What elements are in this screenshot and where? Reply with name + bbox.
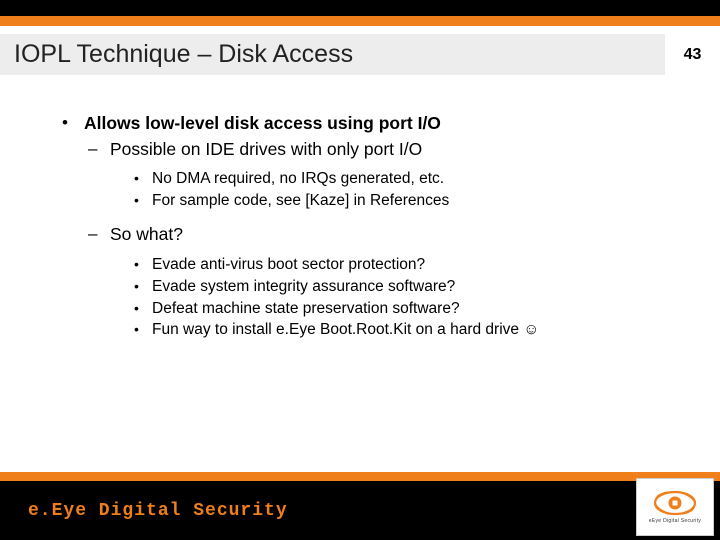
bullet-glyph: • <box>134 320 152 341</box>
footer-black-bar: e.Eye Digital Security <box>0 481 720 540</box>
bullet-glyph: – <box>88 223 110 247</box>
bullet-text: So what? <box>110 223 183 247</box>
footer-orange-bar <box>0 472 720 481</box>
bullet-lvl3: • For sample code, see [Kaze] in Referen… <box>134 191 680 212</box>
slide-content: • Allows low-level disk access using por… <box>62 112 680 342</box>
title-background: IOPL Technique – Disk Access <box>0 34 665 75</box>
bullet-glyph: – <box>88 138 110 162</box>
bullet-text: Evade system integrity assurance softwar… <box>152 277 455 298</box>
brand-logo: eEye Digital Security <box>636 478 714 536</box>
bullet-lvl3: • Evade anti-virus boot sector protectio… <box>134 255 680 276</box>
bullet-text: Fun way to install e.Eye Boot.Root.Kit o… <box>152 320 539 341</box>
title-row: IOPL Technique – Disk Access 43 <box>0 34 720 75</box>
slide-title: IOPL Technique – Disk Access <box>14 40 353 68</box>
slide-number: 43 <box>665 46 720 64</box>
bullet-text: Defeat machine state preservation softwa… <box>152 299 460 320</box>
bullet-glyph: • <box>134 255 152 276</box>
bullet-lvl3: • Defeat machine state preservation soft… <box>134 299 680 320</box>
bullet-text: No DMA required, no IRQs generated, etc. <box>152 169 444 190</box>
bullet-text: Allows low-level disk access using port … <box>84 112 441 136</box>
bullet-glyph: • <box>134 191 152 212</box>
bullet-glyph: • <box>134 169 152 190</box>
bullet-lvl2: – So what? <box>88 223 680 247</box>
bullet-text: Possible on IDE drives with only port I/… <box>110 138 422 162</box>
logo-subtext: eEye Digital Security <box>649 518 701 524</box>
footer-brand-text: e.Eye Digital Security <box>28 501 288 521</box>
bullet-glyph: • <box>134 299 152 320</box>
top-orange-bar <box>0 16 720 26</box>
bullet-lvl1: • Allows low-level disk access using por… <box>62 112 680 136</box>
bullet-text: For sample code, see [Kaze] in Reference… <box>152 191 449 212</box>
top-black-bar <box>0 0 720 16</box>
bullet-lvl3: • Evade system integrity assurance softw… <box>134 277 680 298</box>
bullet-text: Evade anti-virus boot sector protection? <box>152 255 425 276</box>
bullet-glyph: • <box>134 277 152 298</box>
footer: e.Eye Digital Security eEye Digital Secu… <box>0 472 720 540</box>
bullet-lvl3: • No DMA required, no IRQs generated, et… <box>134 169 680 190</box>
bullet-lvl2: – Possible on IDE drives with only port … <box>88 138 680 162</box>
bullet-lvl3: • Fun way to install e.Eye Boot.Root.Kit… <box>134 320 680 341</box>
bullet-glyph: • <box>62 112 84 136</box>
eye-icon <box>653 490 697 516</box>
